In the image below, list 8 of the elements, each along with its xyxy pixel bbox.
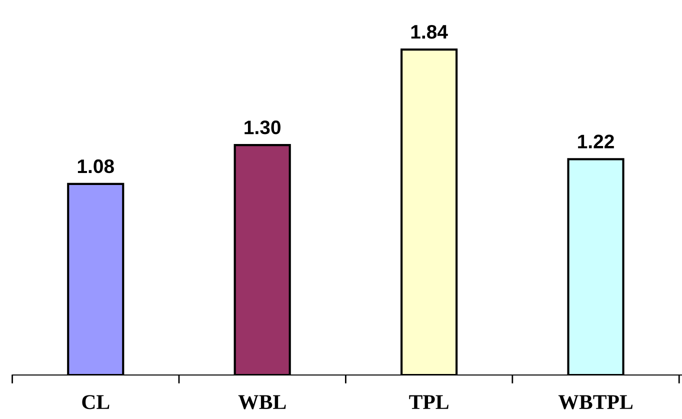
- data-label: 1.84: [411, 24, 448, 39]
- x-tick-label: WBTPL: [558, 395, 633, 410]
- data-label: 1.30: [244, 120, 280, 134]
- data-label: 1.08: [78, 159, 114, 174]
- x-tick-label: TPL: [409, 395, 448, 409]
- x-tick-label: WBL: [238, 395, 286, 410]
- x-tick-label: CL: [82, 395, 110, 410]
- data-label: 1.22: [578, 134, 614, 148]
